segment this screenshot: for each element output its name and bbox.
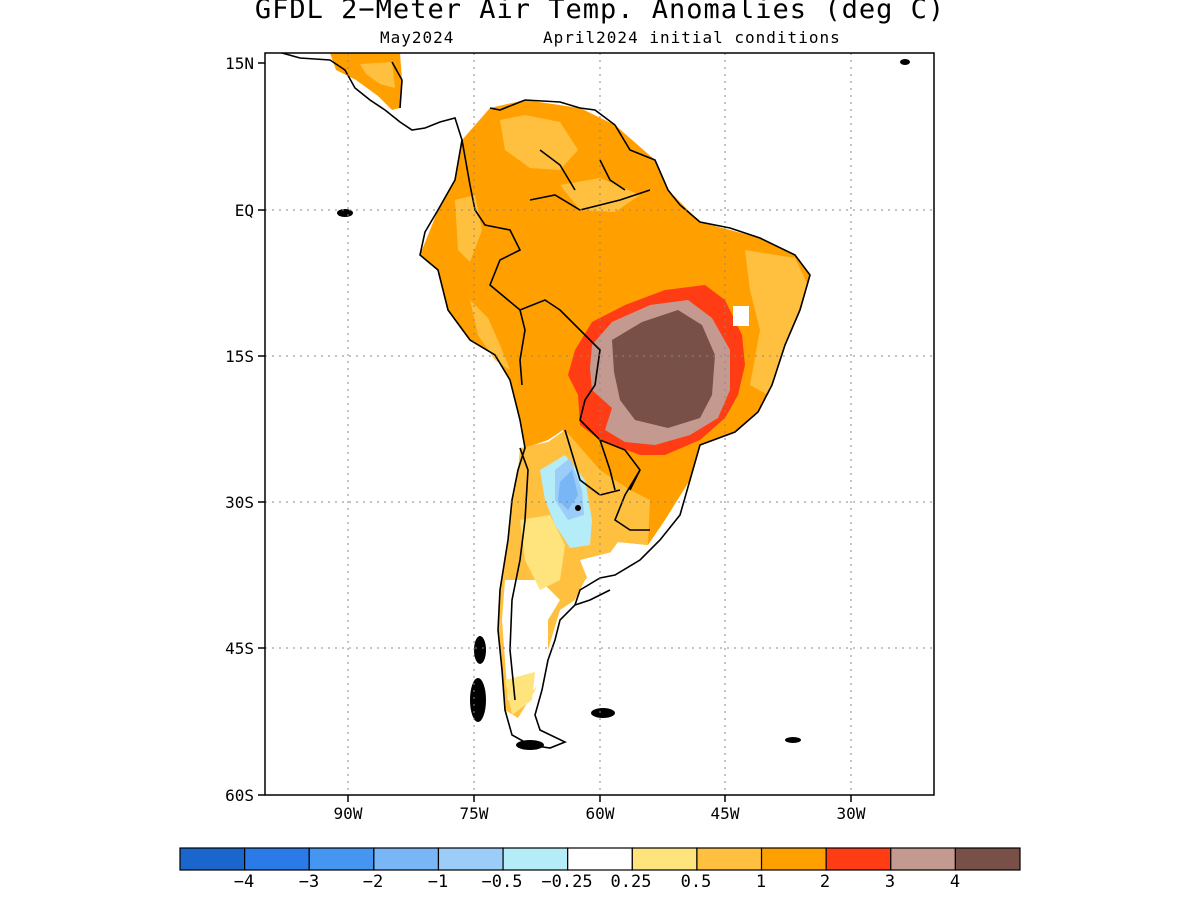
lon-label: 30W (837, 804, 866, 823)
colorbar-label: 0.5 (681, 872, 712, 892)
anomaly-field (281, 53, 910, 750)
uruguay-neutral (580, 548, 640, 590)
colorbar-swatch (825, 847, 892, 871)
colorbar-label: 1 (756, 872, 766, 892)
colorbar-swatch (373, 847, 440, 871)
light-orange-northeast-patch (745, 250, 808, 395)
axis-ticks (258, 62, 852, 802)
forecast-month: May2024 (380, 28, 455, 47)
lat-label: 60S (225, 786, 254, 805)
colorbar-swatch (502, 847, 569, 871)
lat-label: 15S (225, 347, 254, 366)
colorbar-swatch (696, 847, 763, 871)
lat-label: 45S (225, 639, 254, 658)
colorbar-swatch (631, 847, 698, 871)
lat-label: 15N (225, 54, 254, 73)
map-title: GFDL 2−Meter Air Temp. Anomalies (deg C) (254, 0, 946, 25)
colorbar-label: 3 (885, 872, 895, 892)
colorbar-swatch (308, 847, 375, 871)
lon-label: 75W (460, 804, 489, 823)
patagonia-neutral (502, 580, 560, 705)
light-orange-coast-patch (470, 300, 510, 370)
colorbar-swatch (567, 847, 633, 871)
colorbar-swatch (954, 847, 1021, 871)
colorbar-label: −4 (234, 872, 254, 892)
lon-label: 60W (586, 804, 615, 823)
colorbar-label: −3 (299, 872, 319, 892)
colorbar-label: 2 (820, 872, 830, 892)
lat-label: EQ (235, 201, 254, 220)
grid-lines (265, 53, 934, 795)
lat-label: 30S (225, 493, 254, 512)
colorbar-label: −0.5 (482, 872, 523, 892)
light-orange-north-patch (500, 115, 578, 170)
argentina-yellow (520, 515, 565, 590)
islands (337, 59, 910, 750)
colorbar (179, 847, 1021, 871)
colorbar-swatch (179, 847, 246, 871)
lon-label: 90W (334, 804, 363, 823)
initial-conditions: April2024 initial conditions (543, 28, 841, 47)
colorbar-swatch (437, 847, 504, 871)
colorbar-label: 0.25 (611, 872, 652, 892)
colorbar-swatch (760, 847, 827, 871)
colorbar-swatch (244, 847, 310, 871)
lon-label: 45W (711, 804, 740, 823)
coastline (281, 53, 811, 749)
cool-anomaly-blue (558, 470, 578, 510)
colorbar-label: 4 (950, 872, 960, 892)
dark-brown-anomaly (612, 310, 715, 428)
colorbar-label: −0.25 (541, 872, 592, 892)
central-america-light-anomaly (360, 62, 395, 88)
colorbar-labels: −4 −3 −2 −1 −0.5 −0.25 0.25 0.5 1 2 3 4 (234, 872, 960, 892)
colorbar-swatch (890, 847, 956, 871)
colorbar-label: −1 (428, 872, 448, 892)
missing-data-square (733, 306, 749, 326)
colorbar-label: −2 (363, 872, 383, 892)
